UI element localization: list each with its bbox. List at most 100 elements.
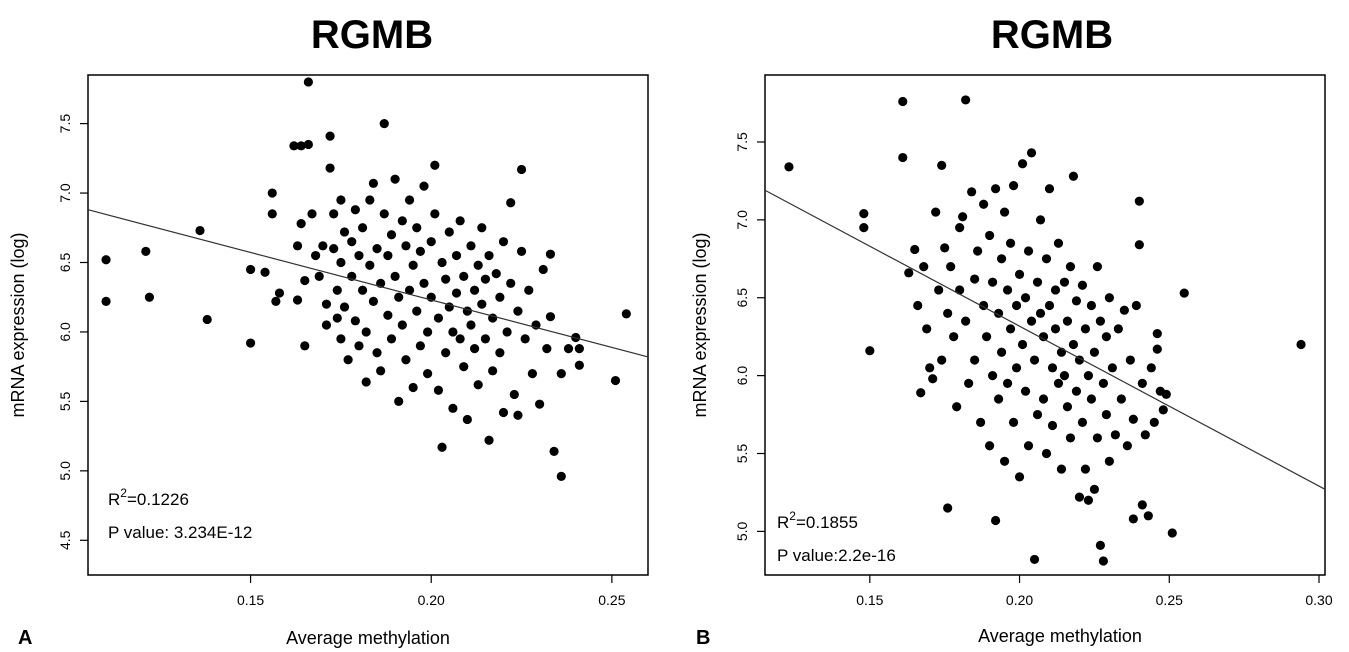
data-point-a-2 [141, 246, 151, 256]
data-point-a-117 [484, 250, 494, 261]
data-point-a-72 [404, 285, 415, 295]
data-point-b-30 [967, 187, 977, 197]
y-tick-label-a-6: 7.5 [57, 114, 73, 134]
data-point-a-88 [433, 313, 444, 323]
data-point-b-114 [1098, 556, 1108, 566]
data-point-b-50 [1002, 285, 1013, 295]
data-point-a-46 [357, 285, 368, 295]
data-point-b-135 [1143, 511, 1153, 521]
data-point-b-85 [1053, 238, 1064, 248]
data-point-a-76 [412, 306, 422, 316]
data-point-b-90 [1062, 402, 1073, 412]
y-tick-label-a-0: 4.5 [57, 530, 73, 550]
data-point-a-102 [459, 271, 469, 281]
y-axis-label-b: mRNA expression (log) [690, 232, 710, 417]
data-point-a-61 [383, 250, 393, 261]
data-point-a-89 [433, 385, 444, 395]
data-point-b-8 [913, 300, 923, 311]
points-b [784, 95, 1306, 566]
panel-a: RGMB 0.15 0.20 0.25 4.55.05.56.06.57.07.5 … [8, 13, 649, 649]
data-point-a-73 [404, 195, 415, 205]
data-point-b-118 [1104, 293, 1114, 303]
r-squared-sup-a: 2 [120, 486, 127, 500]
data-point-a-55 [372, 348, 382, 358]
data-point-b-58 [1014, 269, 1025, 279]
y-axis-b: 5.0 5.5 6.0 6.5 7.0 7.5 [734, 132, 765, 541]
data-point-b-69 [1029, 355, 1040, 365]
data-point-b-120 [1107, 363, 1117, 373]
data-point-a-48 [361, 327, 371, 337]
x-tick-label-b-3: 0.30 [1305, 592, 1332, 608]
data-point-b-57 [1011, 363, 1022, 373]
data-point-a-21 [303, 139, 313, 150]
y-tick-label-a-4: 6.5 [57, 253, 73, 273]
data-point-a-65 [390, 174, 400, 184]
data-point-a-110 [473, 260, 483, 270]
data-point-a-35 [336, 257, 346, 268]
data-point-a-59 [379, 209, 389, 219]
data-point-a-84 [426, 237, 436, 247]
data-point-a-144 [556, 369, 566, 379]
data-point-b-66 [1026, 316, 1037, 326]
data-point-b-64 [1023, 246, 1034, 256]
data-point-b-54 [1008, 417, 1019, 427]
data-point-b-108 [1089, 347, 1100, 357]
data-point-b-61 [1017, 159, 1028, 169]
data-point-a-6 [245, 264, 256, 275]
data-point-a-9 [267, 188, 277, 198]
data-point-b-29 [964, 378, 974, 389]
data-point-b-78 [1044, 300, 1055, 311]
data-point-a-12 [274, 288, 285, 298]
data-point-a-138 [538, 264, 548, 275]
data-point-b-79 [1044, 184, 1055, 194]
data-point-b-93 [1065, 433, 1076, 443]
data-point-b-5 [898, 152, 908, 163]
x-axis-a: 0.15 0.20 0.25 [237, 575, 626, 608]
data-point-a-101 [455, 216, 465, 226]
data-point-b-97 [1071, 296, 1082, 306]
data-point-a-60 [383, 310, 393, 320]
data-point-a-38 [339, 302, 350, 312]
data-point-a-97 [448, 403, 458, 413]
data-point-b-52 [1005, 324, 1016, 334]
data-point-a-47 [357, 223, 368, 233]
data-point-b-67 [1026, 148, 1037, 158]
data-point-b-36 [979, 199, 989, 209]
data-point-b-104 [1083, 371, 1094, 381]
y-axis-label-a: mRNA expression (log) [8, 232, 28, 417]
data-point-a-137 [535, 399, 545, 409]
data-point-a-143 [556, 471, 566, 481]
y-tick-label-b-3: 6.5 [734, 288, 750, 308]
data-point-a-75 [408, 382, 418, 393]
data-point-a-19 [300, 341, 310, 351]
panel-b: RGMB 0.15 0.20 0.25 0.30 5.0 5.5 6.0 6.5 7.0 7.5… [690, 13, 1333, 649]
data-point-b-143 [1167, 528, 1177, 538]
data-point-a-141 [545, 312, 556, 322]
data-point-a-139 [542, 344, 552, 354]
data-point-b-26 [958, 212, 968, 222]
data-point-a-5 [202, 314, 212, 325]
data-point-b-53 [1005, 238, 1016, 248]
data-point-a-106 [466, 241, 476, 251]
data-point-b-121 [1110, 430, 1120, 440]
data-point-b-80 [1047, 363, 1058, 373]
data-point-b-91 [1062, 316, 1073, 326]
data-point-b-15 [934, 285, 944, 295]
data-point-b-13 [928, 374, 938, 384]
data-point-b-41 [987, 371, 998, 381]
y-tick-label-b-0: 5.0 [734, 521, 750, 541]
chart-title-a: RGMB [311, 13, 433, 57]
data-point-a-132 [516, 246, 527, 256]
data-point-b-17 [937, 355, 947, 365]
data-point-a-125 [502, 327, 512, 337]
data-point-a-37 [339, 227, 350, 237]
r-squared-value-b: =0.1855 [796, 513, 858, 532]
p-value-a: P value: 3.234E-12 [108, 523, 252, 542]
data-point-b-9 [916, 388, 926, 398]
data-point-a-99 [451, 288, 462, 298]
data-point-a-100 [455, 334, 465, 344]
data-point-b-33 [973, 246, 983, 256]
data-point-b-98 [1074, 492, 1085, 502]
data-point-b-47 [996, 347, 1007, 357]
data-point-a-50 [365, 195, 375, 205]
